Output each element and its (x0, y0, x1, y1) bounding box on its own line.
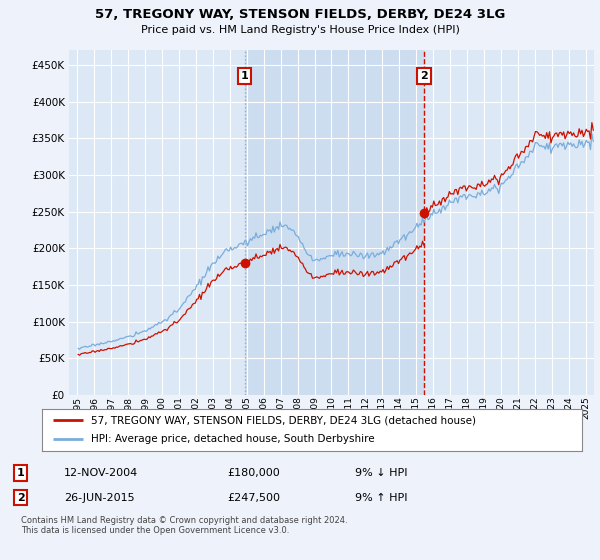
Text: Price paid vs. HM Land Registry's House Price Index (HPI): Price paid vs. HM Land Registry's House … (140, 25, 460, 35)
Text: 57, TREGONY WAY, STENSON FIELDS, DERBY, DE24 3LG (detached house): 57, TREGONY WAY, STENSON FIELDS, DERBY, … (91, 415, 476, 425)
Text: 57, TREGONY WAY, STENSON FIELDS, DERBY, DE24 3LG: 57, TREGONY WAY, STENSON FIELDS, DERBY, … (95, 8, 505, 21)
Text: 1: 1 (17, 468, 25, 478)
Text: HPI: Average price, detached house, South Derbyshire: HPI: Average price, detached house, Sout… (91, 435, 374, 445)
Text: £180,000: £180,000 (227, 468, 280, 478)
Text: 1: 1 (241, 71, 248, 81)
Text: 26-JUN-2015: 26-JUN-2015 (64, 493, 135, 503)
Text: 9% ↓ HPI: 9% ↓ HPI (355, 468, 408, 478)
Text: £247,500: £247,500 (227, 493, 280, 503)
Bar (245, 50, 424, 395)
Text: 2: 2 (17, 493, 25, 503)
Text: 9% ↑ HPI: 9% ↑ HPI (355, 493, 408, 503)
Text: 12-NOV-2004: 12-NOV-2004 (64, 468, 139, 478)
Text: Contains HM Land Registry data © Crown copyright and database right 2024.
This d: Contains HM Land Registry data © Crown c… (20, 516, 347, 535)
Text: 2: 2 (420, 71, 428, 81)
